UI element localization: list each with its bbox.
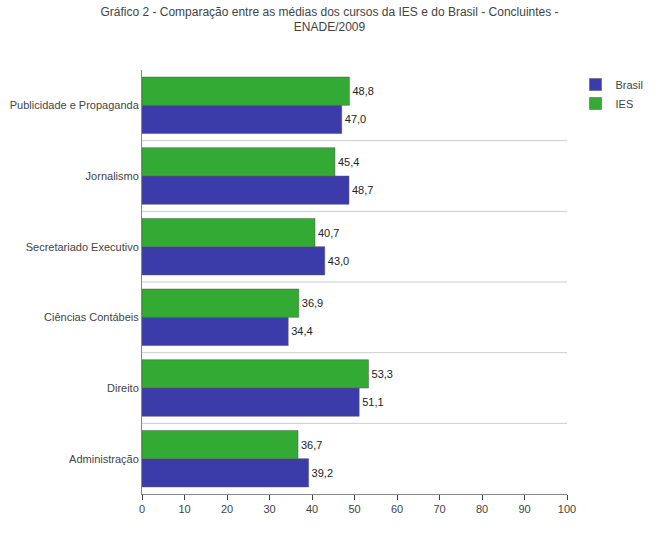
svg-text:Jornalismo: Jornalismo bbox=[86, 170, 139, 182]
svg-text:48,7: 48,7 bbox=[352, 184, 373, 196]
svg-text:20: 20 bbox=[221, 503, 233, 515]
svg-text:Secretariado Executivo: Secretariado Executivo bbox=[26, 241, 139, 253]
svg-text:Administração: Administração bbox=[69, 453, 139, 465]
svg-text:43,0: 43,0 bbox=[328, 255, 349, 267]
svg-text:50: 50 bbox=[348, 503, 360, 515]
svg-text:30: 30 bbox=[263, 503, 275, 515]
svg-text:90: 90 bbox=[518, 503, 530, 515]
svg-text:36,9: 36,9 bbox=[302, 297, 323, 309]
svg-text:60: 60 bbox=[391, 503, 403, 515]
svg-text:Ciências Contábeis: Ciências Contábeis bbox=[44, 311, 139, 323]
svg-text:Brasil: Brasil bbox=[616, 79, 644, 91]
svg-text:36,7: 36,7 bbox=[301, 439, 322, 451]
svg-text:IES: IES bbox=[616, 98, 634, 110]
svg-text:48,8: 48,8 bbox=[352, 85, 373, 97]
svg-text:34,4: 34,4 bbox=[291, 325, 312, 337]
svg-text:45,4: 45,4 bbox=[338, 156, 359, 168]
svg-text:10: 10 bbox=[178, 503, 190, 515]
svg-text:80: 80 bbox=[476, 503, 488, 515]
svg-text:53,3: 53,3 bbox=[372, 368, 393, 380]
svg-text:0: 0 bbox=[139, 503, 145, 515]
svg-text:51,1: 51,1 bbox=[362, 396, 383, 408]
svg-text:40,7: 40,7 bbox=[318, 227, 339, 239]
svg-text:100: 100 bbox=[558, 503, 576, 515]
svg-text:Direito: Direito bbox=[107, 382, 139, 394]
svg-text:Publicidade e Propaganda: Publicidade e Propaganda bbox=[10, 99, 140, 111]
svg-text:47,0: 47,0 bbox=[345, 113, 366, 125]
svg-text:40: 40 bbox=[306, 503, 318, 515]
svg-text:Gráfico 2 - Comparação entre a: Gráfico 2 - Comparação entre as médias d… bbox=[100, 5, 558, 35]
svg-text:70: 70 bbox=[433, 503, 445, 515]
svg-text:39,2: 39,2 bbox=[312, 467, 333, 479]
